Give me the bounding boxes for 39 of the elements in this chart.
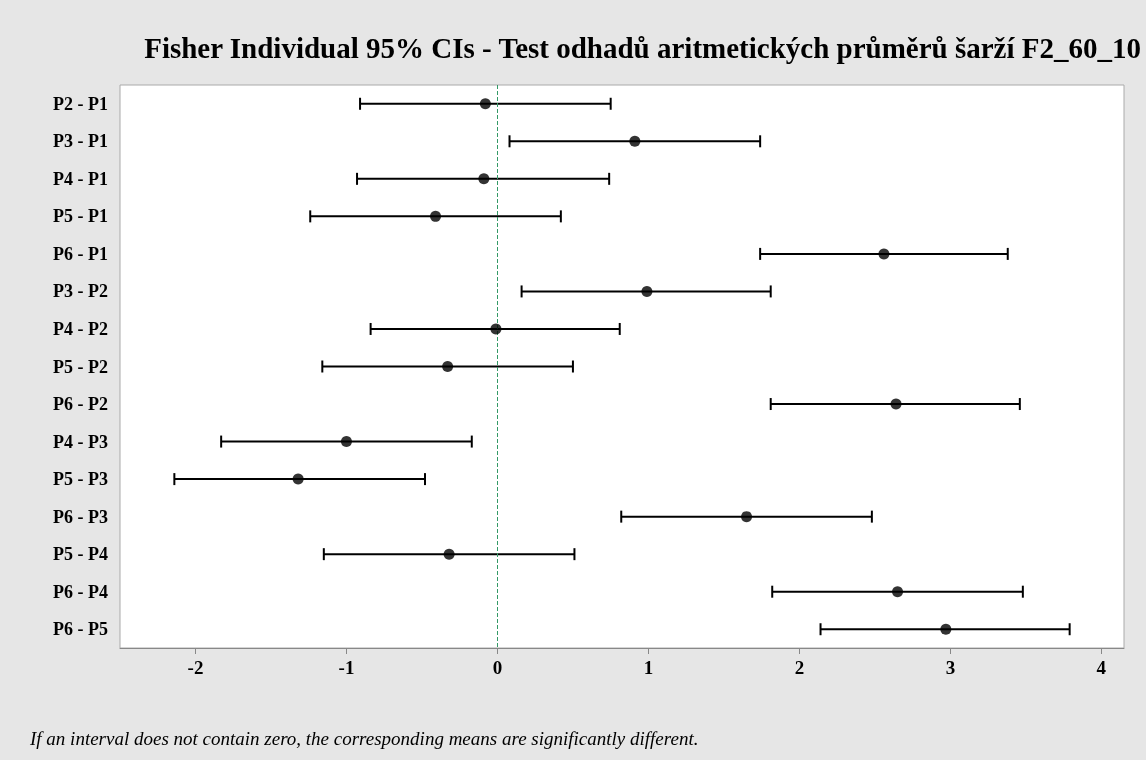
point: [629, 135, 641, 147]
point: [741, 511, 753, 523]
x-tick-label: -2: [187, 657, 204, 678]
point: [890, 398, 902, 410]
y-tick-label: P6 - P5: [53, 619, 108, 640]
x-tick-label: 1: [643, 657, 654, 678]
y-tick-label: P5 - P2: [53, 356, 108, 377]
y-tick-label: P5 - P1: [53, 206, 108, 227]
point: [641, 285, 653, 297]
point: [430, 210, 442, 222]
point: [442, 361, 454, 372]
y-tick-label: P6 - P3: [53, 506, 108, 527]
point: [443, 548, 455, 560]
point: [878, 248, 890, 260]
point: [340, 436, 352, 448]
y-tick-label: P4 - P2: [53, 318, 108, 339]
point: [479, 98, 491, 110]
y-tick-label: P4 - P1: [53, 168, 108, 189]
point: [478, 173, 490, 185]
y-tick-label: P2 - P1: [53, 93, 108, 114]
point: [892, 586, 904, 598]
x-tick-label: -1: [338, 657, 355, 678]
point: [490, 323, 502, 335]
y-tick-label: P3 - P1: [53, 131, 108, 152]
y-tick-label: P5 - P3: [53, 469, 108, 490]
y-tick-label: P6 - P2: [53, 394, 108, 415]
x-tick-label: 2: [794, 657, 805, 678]
text: If an interval does not contain zero, the corresponding means are significantly different.: [30, 728, 699, 750]
y-tick-label: P3 - P2: [53, 281, 108, 302]
x-tick-label: 3: [945, 657, 956, 678]
point: [940, 623, 952, 635]
y-tick-label: P6 - P4: [53, 581, 108, 602]
y-tick-label: P4 - P3: [53, 431, 108, 452]
y-tick-label: P6 - P1: [53, 243, 108, 264]
x-tick-label: 4: [1096, 657, 1107, 678]
point: [292, 473, 304, 485]
chart-title: Fisher Individual 95% CIs - Test odhadů aritmetických průměrů šarží F2_60_10: [144, 31, 1141, 64]
y-tick-label: P5 - P4: [53, 544, 108, 565]
x-tick-label: 0: [492, 657, 503, 678]
